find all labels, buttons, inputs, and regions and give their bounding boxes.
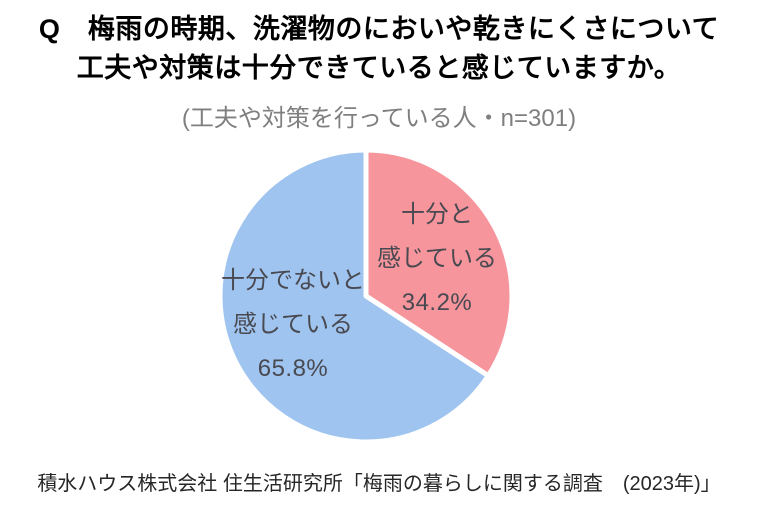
pie-slice-insufficient <box>217 147 491 445</box>
pie-label-sufficient-line-1: 十分と <box>401 201 473 228</box>
question-title: Q 梅雨の時期、洗濯物のにおいや乾きにくさについて 工夫や対策は十分できていると… <box>0 10 758 88</box>
source-attribution: 積水ハウス株式会社 住生活研究所「梅雨の暮らしに関する調査 (2023年)」 <box>37 473 721 495</box>
pie-label-insufficient-line-2: 感じている <box>233 311 353 338</box>
question-title-line-1: Q 梅雨の時期、洗濯物のにおいや乾きにくさについて <box>38 14 720 44</box>
pie-label-sufficient-line-2: 感じている <box>377 245 497 272</box>
pie-label-sufficient-percent: 34.2% <box>401 289 473 316</box>
pie-label-insufficient-line-1: 十分でないと <box>221 267 365 294</box>
sample-size-subtitle: (工夫や対策を行っている人・n=301) <box>181 105 577 132</box>
pie-label-insufficient-percent: 65.8% <box>257 355 329 382</box>
question-title-line-2: 工夫や対策は十分できていると感じていますか。 <box>76 53 682 83</box>
pie-label-sufficient: 十分と 感じている 34.2% <box>377 193 497 325</box>
pie-label-insufficient: 十分でないと 感じている 65.8% <box>221 259 365 391</box>
pie-chart <box>217 147 515 445</box>
